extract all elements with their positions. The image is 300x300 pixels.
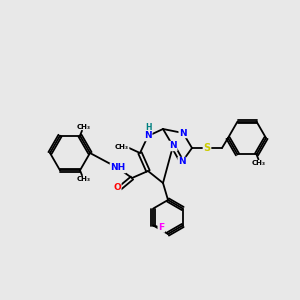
Text: CH₃: CH₃ [77,176,91,182]
Text: N: N [144,131,152,140]
Text: F: F [158,223,164,232]
Text: NH: NH [110,164,126,172]
Text: O: O [113,184,121,193]
Text: CH₃: CH₃ [251,160,266,166]
Text: N: N [179,128,187,137]
Text: N: N [178,158,186,166]
Text: S: S [203,143,211,153]
Text: CH₃: CH₃ [77,124,91,130]
Text: H: H [145,124,151,133]
Text: CH₃: CH₃ [115,144,129,150]
Text: N: N [169,142,177,151]
